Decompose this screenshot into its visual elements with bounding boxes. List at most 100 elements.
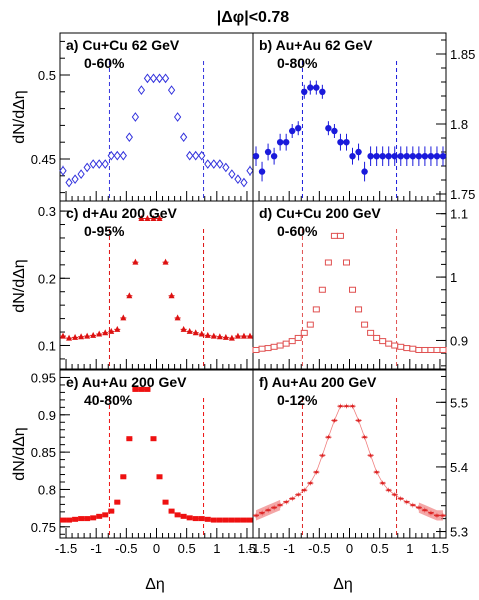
data-point	[222, 517, 229, 523]
data-point: ✶	[367, 451, 374, 460]
data-point	[101, 159, 109, 169]
panel-5: 5.35.45.5-1.5 -1 -0.5 0 0.5 1 1.5✶ ✶ ✶ ✶ ✶ ✶ ✶ ✶✶✶✶✶✶…	[248, 369, 468, 556]
data-point	[385, 153, 392, 160]
x-tick-label: -0.5	[115, 541, 137, 556]
panel-2: 0.1 0.2 0.3 c) d+Au 200 GeV 0-95%	[38, 200, 254, 370]
data-point	[150, 436, 157, 442]
data-point	[324, 259, 332, 266]
data-point	[108, 327, 115, 334]
panel-centrality: 0-95%	[84, 223, 125, 239]
panel-0: 0.45 0.5 a) Cu+Cu 62 GeV 0-60%	[31, 32, 254, 202]
panel-centrality: 0-12%	[277, 392, 318, 408]
data-point	[222, 162, 230, 173]
panel-1: 1.75 1.8 1.85 b) Au+Au 62 GeV 0-80%	[252, 32, 475, 202]
data-point	[126, 436, 133, 442]
data-point	[325, 125, 332, 132]
data-point	[415, 346, 423, 353]
data-point	[318, 286, 326, 293]
data-point: ✶	[440, 511, 447, 520]
data-point	[258, 345, 266, 352]
data-point	[83, 162, 91, 173]
data-point	[240, 332, 247, 339]
panel-4: 0.75 0.8 0.85 0.9 0.95 -1.5 -1 -0.5 0 0.5 1 1.5 e) A…	[31, 369, 256, 556]
data-point	[319, 88, 326, 96]
data-point	[391, 153, 398, 160]
data-point	[330, 232, 338, 239]
data-point	[78, 516, 85, 522]
data-point	[144, 214, 151, 221]
data-point	[126, 292, 133, 299]
data-point	[72, 516, 79, 522]
data-point	[361, 321, 369, 328]
data-point: ✶	[403, 498, 410, 507]
data-point	[300, 329, 308, 336]
data-point	[367, 153, 374, 160]
data-point	[276, 342, 284, 349]
y-tick-label: 0.1	[38, 338, 56, 353]
data-point	[102, 512, 109, 518]
data-point	[270, 153, 278, 160]
data-point	[198, 516, 205, 522]
data-point	[385, 340, 393, 347]
x-tick-label: 1.5	[431, 541, 449, 556]
data-point	[161, 73, 170, 84]
data-point	[89, 159, 97, 169]
data-point: ✶	[331, 416, 338, 425]
data-point: ✶	[391, 491, 398, 500]
y-tick-label: 0.95	[31, 370, 56, 385]
data-point	[84, 516, 91, 522]
data-point	[433, 346, 441, 353]
data-point	[66, 334, 73, 341]
data-point	[210, 159, 218, 169]
data-point	[240, 517, 247, 523]
data-point: ✶	[289, 495, 296, 504]
data-point	[186, 150, 194, 161]
y-tick-label: 0.2	[38, 271, 56, 286]
data-point	[427, 153, 435, 160]
data-point	[90, 331, 97, 338]
data-point	[373, 334, 381, 341]
x-tick-label: 1	[406, 541, 413, 556]
y-tick-label: 1.1	[450, 207, 468, 222]
data-point	[162, 499, 169, 505]
data-point	[155, 73, 164, 84]
panel-centrality: 0-80%	[277, 55, 318, 71]
data-point	[355, 148, 362, 156]
data-point	[102, 329, 109, 336]
data-point	[77, 169, 85, 179]
y-tick-label: 1	[450, 270, 457, 285]
data-point	[144, 386, 151, 392]
x-tick-label: -0.5	[308, 541, 330, 556]
x-tick-label: 0	[153, 541, 160, 556]
x-tick-label: -1.5	[248, 541, 270, 556]
y-tick-label: 0.9	[450, 333, 468, 348]
data-point	[336, 232, 344, 239]
data-point	[421, 346, 429, 353]
data-point: ✶	[434, 511, 441, 520]
data-point: ✶	[416, 504, 423, 513]
data-point	[66, 517, 73, 523]
data-point: ✶	[428, 509, 435, 518]
data-point	[234, 332, 241, 339]
panel-title: f) Au+Au 200 GeV	[259, 374, 377, 390]
data-point: ✶	[361, 433, 368, 442]
data-point	[343, 139, 350, 146]
data-point: ✶	[253, 511, 260, 520]
data-point	[114, 499, 121, 505]
data-point	[198, 150, 206, 161]
data-point	[138, 214, 145, 221]
data-point	[149, 73, 158, 84]
data-point	[403, 153, 410, 160]
panel-title: d) Cu+Cu 200 GeV	[259, 205, 381, 221]
data-point	[125, 132, 133, 142]
data-point: ✶	[422, 506, 429, 515]
data-point	[96, 330, 103, 337]
data-point: ✶	[307, 479, 314, 488]
x-tick-label: 0.5	[371, 541, 389, 556]
panel-title: a) Cu+Cu 62 GeV	[66, 37, 180, 53]
data-point: ✶	[265, 506, 272, 515]
data-point	[60, 332, 67, 339]
data-point: ✶	[373, 468, 380, 477]
data-point	[150, 214, 157, 221]
data-point	[60, 517, 67, 523]
